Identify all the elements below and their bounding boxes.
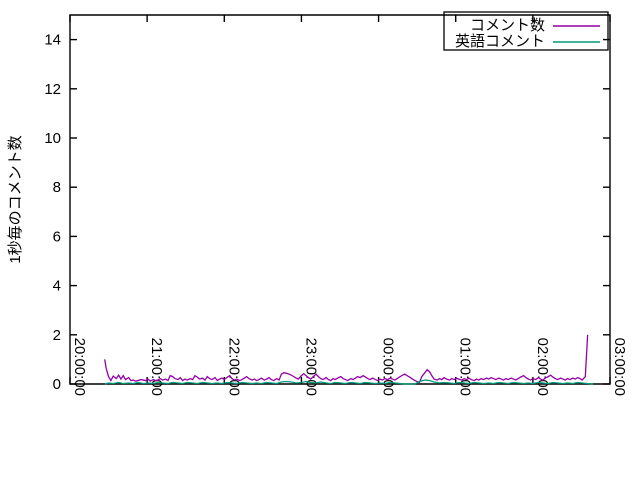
data-series-group bbox=[104, 334, 594, 385]
x-tick-label: 01:00:00 bbox=[457, 338, 474, 396]
y-tick-label: 14 bbox=[44, 32, 61, 49]
y-tick-label: 8 bbox=[53, 179, 61, 196]
y-axis-ticks: 0 2 4 6 8 10 12 14 bbox=[44, 32, 610, 393]
legend-label-2: 英語コメント bbox=[455, 32, 545, 50]
x-tick-label: 03:00:00 bbox=[611, 338, 628, 396]
y-tick-label: 10 bbox=[44, 130, 61, 147]
y-tick-label: 4 bbox=[53, 278, 61, 295]
y-tick-label: 2 bbox=[53, 327, 61, 344]
x-tick-label: 22:00:00 bbox=[225, 338, 242, 396]
x-tick-label: 00:00:00 bbox=[380, 338, 397, 396]
x-tick-label: 23:00:00 bbox=[302, 338, 319, 396]
plot-frame bbox=[69, 14, 611, 385]
series-line-1 bbox=[104, 334, 589, 384]
y-tick-label: 12 bbox=[44, 81, 61, 98]
x-tick-label: 02:00:00 bbox=[534, 338, 551, 396]
series-line-2 bbox=[104, 379, 594, 385]
legend-border bbox=[443, 11, 609, 51]
x-tick-label: 20:00:00 bbox=[71, 338, 88, 396]
y-axis-label: 1秒毎のコメント数 bbox=[7, 135, 24, 263]
legend-label-1: コメント数 bbox=[470, 17, 545, 34]
y-tick-label: 0 bbox=[53, 376, 61, 393]
x-axis-ticks: 20:00:00 21:00:00 22:00:00 23:00:00 00:00:00… bbox=[69, 15, 628, 396]
y-tick-label: 6 bbox=[53, 228, 61, 245]
x-tick-label: 21:00:00 bbox=[148, 338, 165, 396]
